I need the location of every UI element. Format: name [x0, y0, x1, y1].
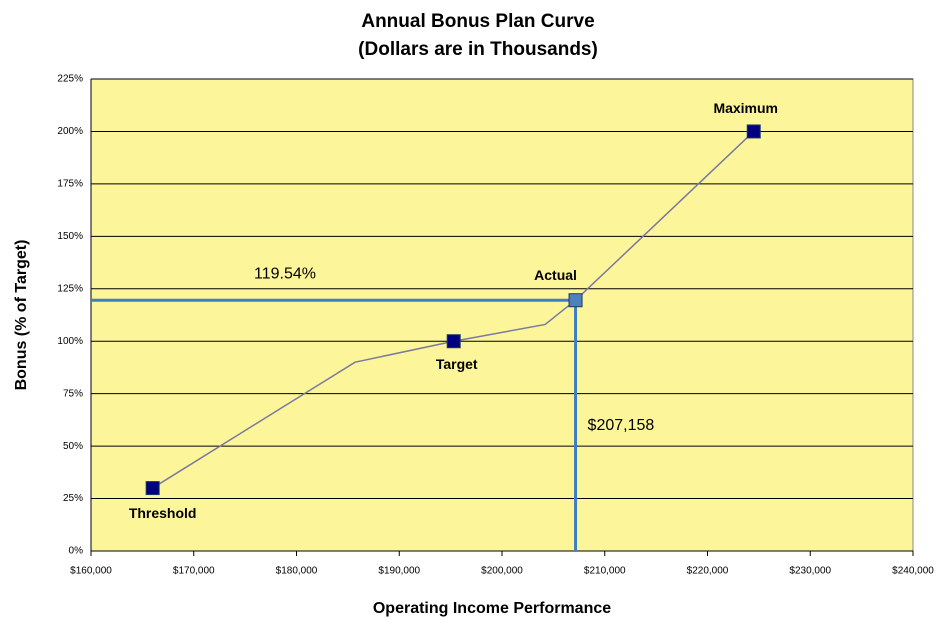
- x-tick-label: $210,000: [584, 566, 626, 577]
- y-tick-label: 75%: [63, 388, 83, 399]
- y-tick-label: 50%: [63, 441, 83, 452]
- x-tick-label: $190,000: [378, 566, 420, 577]
- marker: [746, 124, 761, 139]
- plot-area: [90, 78, 914, 552]
- x-tick-label: $200,000: [481, 566, 523, 577]
- chart-subtitle: (Dollars are in Thousands): [358, 39, 598, 60]
- y-axis-label: Bonus (% of Target): [13, 240, 30, 391]
- annotation: 119.54%: [254, 265, 316, 282]
- y-tick-label: 125%: [57, 283, 83, 294]
- marker-label: Threshold: [129, 505, 197, 521]
- x-tick-label: $160,000: [70, 566, 112, 577]
- y-tick-label: 175%: [57, 179, 83, 190]
- annotation: $207,158: [588, 417, 655, 434]
- y-tick-label: 225%: [57, 74, 83, 85]
- marker: [446, 334, 461, 349]
- y-tick-label: 100%: [57, 336, 83, 347]
- y-tick-label: 25%: [63, 493, 83, 504]
- marker: [145, 481, 160, 496]
- x-tick-label: $230,000: [789, 566, 831, 577]
- x-axis-label: Operating Income Performance: [373, 600, 611, 617]
- y-tick-label: 200%: [57, 126, 83, 137]
- x-tick-label: $180,000: [276, 566, 318, 577]
- x-tick-label: $240,000: [892, 566, 934, 577]
- curve: [152, 130, 755, 489]
- marker-label: Target: [436, 356, 478, 372]
- x-tick-label: $170,000: [173, 566, 215, 577]
- x-tick-label: $220,000: [687, 566, 729, 577]
- marker-label: Maximum: [713, 100, 778, 116]
- y-tick-label: 0%: [69, 546, 84, 557]
- marker: [568, 293, 583, 308]
- y-tick-label: 150%: [57, 231, 83, 242]
- marker-label: Actual: [534, 267, 577, 283]
- chart-title: Annual Bonus Plan Curve: [361, 11, 594, 32]
